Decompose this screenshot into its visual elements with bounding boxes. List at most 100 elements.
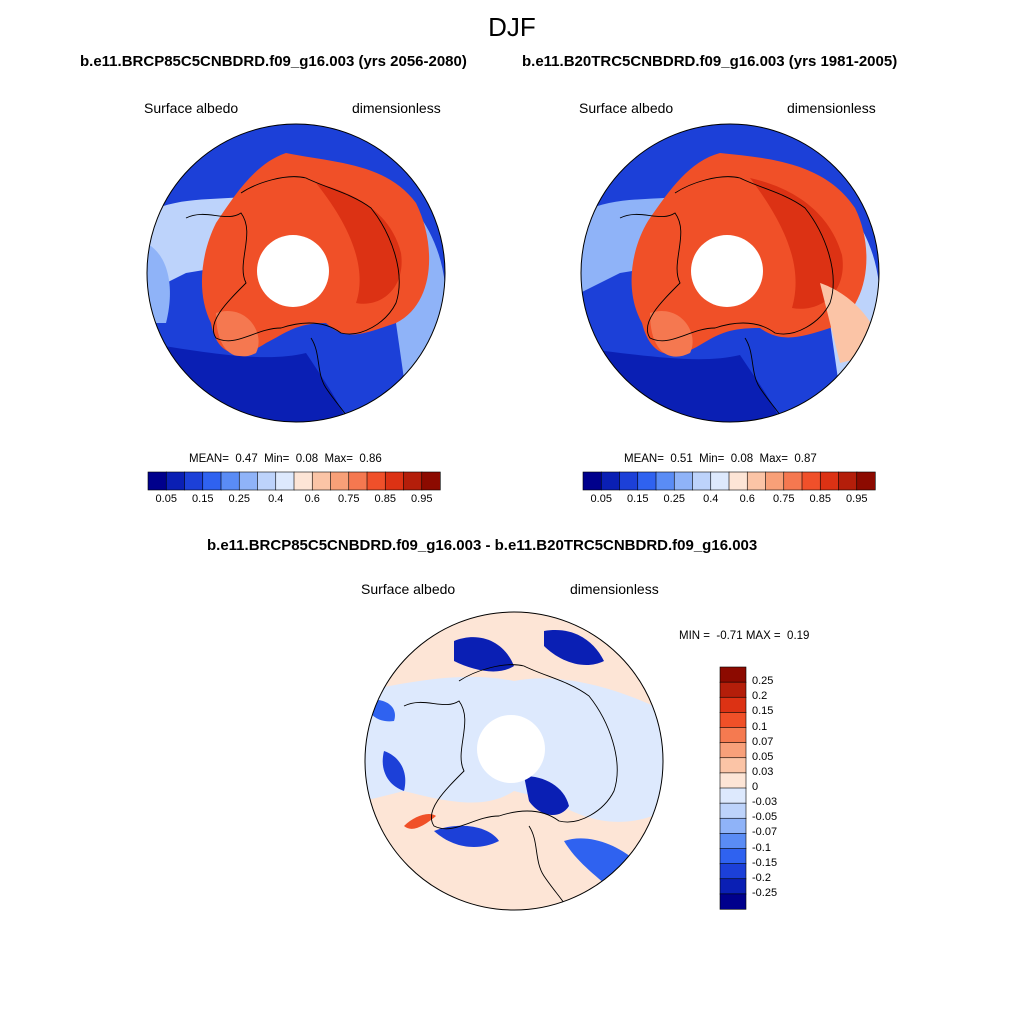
colorbar-swatch xyxy=(719,787,747,804)
colorbar-swatch xyxy=(421,471,441,491)
colorbar-tick-label: -0.1 xyxy=(752,841,771,854)
colorbar-swatch xyxy=(746,471,767,491)
greenland-field xyxy=(650,311,693,357)
left-stats: MEAN= 0.47 Min= 0.08 Max= 0.86 xyxy=(189,453,382,465)
colorbar-tick-label: 0.25 xyxy=(663,493,685,505)
left-units-label: dimensionless xyxy=(352,100,441,116)
right-colorbar-ticks: 0.05 0.15 0.25 0.4 0.6 0.75 0.85 0.95 xyxy=(583,493,875,507)
colorbar-swatch xyxy=(403,471,423,491)
colorbar-tick-label: 0.75 xyxy=(773,493,795,505)
west-edge-field xyxy=(147,243,170,323)
colorbar-swatch xyxy=(257,471,277,491)
increase-hudson xyxy=(404,814,436,829)
colorbar-tick-label: 0.25 xyxy=(228,493,250,505)
left-variable-label: Surface albedo xyxy=(144,100,239,116)
colorbar-swatch xyxy=(719,848,747,865)
colorbar-tick-label: 0.25 xyxy=(752,675,774,688)
colorbar-tick-label: 0.07 xyxy=(752,735,774,748)
strong-decrease-northeast xyxy=(544,630,604,666)
colorbar-swatch xyxy=(637,471,657,491)
strong-decrease-north xyxy=(454,637,514,672)
diff-colorbar-ticks: 0.25 0.2 0.15 0.1 0.07 0.05 0.03 0 -0.03 -0.05 -0.… xyxy=(752,667,812,909)
colorbar-swatch xyxy=(710,471,730,491)
colorbar-swatch xyxy=(330,471,350,491)
colorbar-tick-label: 0.6 xyxy=(739,493,755,505)
left-panel-title: b.e11.BRCP85C5CNBDRD.f09_g16.003 (yrs 20… xyxy=(80,53,467,70)
left-colorbar-ticks: 0.05 0.15 0.25 0.4 0.6 0.75 0.85 0.95 xyxy=(148,493,440,507)
colorbar-swatch xyxy=(719,878,747,895)
colorbar-swatch xyxy=(582,471,602,491)
right-stats: MEAN= 0.51 Min= 0.08 Max= 0.87 xyxy=(624,453,817,465)
colorbar-tick-label: 0.05 xyxy=(155,493,177,505)
colorbar-swatch xyxy=(719,666,747,683)
pole-hole xyxy=(477,715,545,783)
colorbar-tick-label: -0.07 xyxy=(752,826,778,839)
colorbar-swatch xyxy=(165,471,186,491)
diff-stats: MIN = -0.71 MAX = 0.19 xyxy=(679,630,810,642)
colorbar-swatch xyxy=(719,893,747,910)
left-colorbar xyxy=(147,471,441,491)
diff-colorbar xyxy=(719,666,747,910)
colorbar-tick-label: 0.4 xyxy=(268,493,284,505)
colorbar-tick-label: 0.15 xyxy=(752,705,774,718)
diff-polar-map xyxy=(364,611,664,911)
colorbar-tick-label: 0.85 xyxy=(809,493,831,505)
colorbar-swatch xyxy=(600,471,621,491)
decrease-labrador xyxy=(434,825,499,847)
high-albedo-core xyxy=(750,178,843,309)
colorbar-swatch xyxy=(238,471,259,491)
right-polar-map xyxy=(580,123,880,423)
colorbar-swatch xyxy=(184,471,204,491)
colorbar-swatch xyxy=(673,471,694,491)
colorbar-swatch xyxy=(348,471,368,491)
colorbar-swatch xyxy=(311,471,332,491)
colorbar-swatch xyxy=(856,471,876,491)
left-polar-map xyxy=(146,123,446,423)
right-panel-title: b.e11.B20TRC5CNBDRD.f09_g16.003 (yrs 198… xyxy=(522,53,898,70)
pole-hole xyxy=(691,235,763,307)
colorbar-swatch xyxy=(719,757,747,774)
colorbar-swatch xyxy=(838,471,858,491)
colorbar-swatch xyxy=(719,681,747,698)
figure-title: DJF xyxy=(488,12,536,42)
map-boundary xyxy=(364,611,664,911)
diff-panel-title: b.e11.BRCP85C5CNBDRD.f09_g16.003 - b.e11… xyxy=(207,537,758,554)
coastline xyxy=(619,176,834,342)
colorbar-swatch xyxy=(765,471,785,491)
colorbar-tick-label: 0 xyxy=(752,781,759,793)
decrease-west xyxy=(382,751,406,791)
colorbar-tick-label: 0.4 xyxy=(703,493,719,505)
colorbar-swatch xyxy=(384,471,405,491)
colorbar-tick-label: 0.2 xyxy=(752,690,768,703)
strong-decrease-barents xyxy=(524,776,569,816)
colorbar-swatch xyxy=(202,471,222,491)
colorbar-swatch xyxy=(692,471,712,491)
colorbar-swatch xyxy=(719,802,747,819)
colorbar-swatch xyxy=(719,833,747,850)
colorbar-tick-label: -0.2 xyxy=(752,871,771,884)
colorbar-tick-label: 0.95 xyxy=(846,493,868,505)
colorbar-swatch xyxy=(719,817,747,834)
colorbar-swatch xyxy=(293,471,313,491)
map-boundary xyxy=(146,123,446,423)
right-colorbar xyxy=(582,471,876,491)
colorbar-swatch xyxy=(819,471,840,491)
colorbar-tick-label: 0.05 xyxy=(752,750,774,763)
right-units-label: dimensionless xyxy=(787,100,876,116)
colorbar-tick-label: 0.03 xyxy=(752,765,774,778)
colorbar-tick-label: -0.25 xyxy=(752,886,778,899)
colorbar-swatch xyxy=(783,471,803,491)
colorbar-swatch xyxy=(801,471,821,491)
map-boundary xyxy=(580,123,880,423)
colorbar-tick-label: 0.85 xyxy=(374,493,396,505)
colorbar-tick-label: 0.05 xyxy=(590,493,612,505)
colorbar-swatch xyxy=(275,471,295,491)
right-variable-label: Surface albedo xyxy=(579,100,674,116)
colorbar-swatch xyxy=(655,471,675,491)
colorbar-tick-label: 0.6 xyxy=(304,493,320,505)
colorbar-swatch xyxy=(728,471,748,491)
diff-units-label: dimensionless xyxy=(570,581,659,597)
high-albedo-core xyxy=(316,183,402,304)
diff-variable-label: Surface albedo xyxy=(361,581,456,597)
colorbar-tick-label: -0.15 xyxy=(752,856,778,869)
